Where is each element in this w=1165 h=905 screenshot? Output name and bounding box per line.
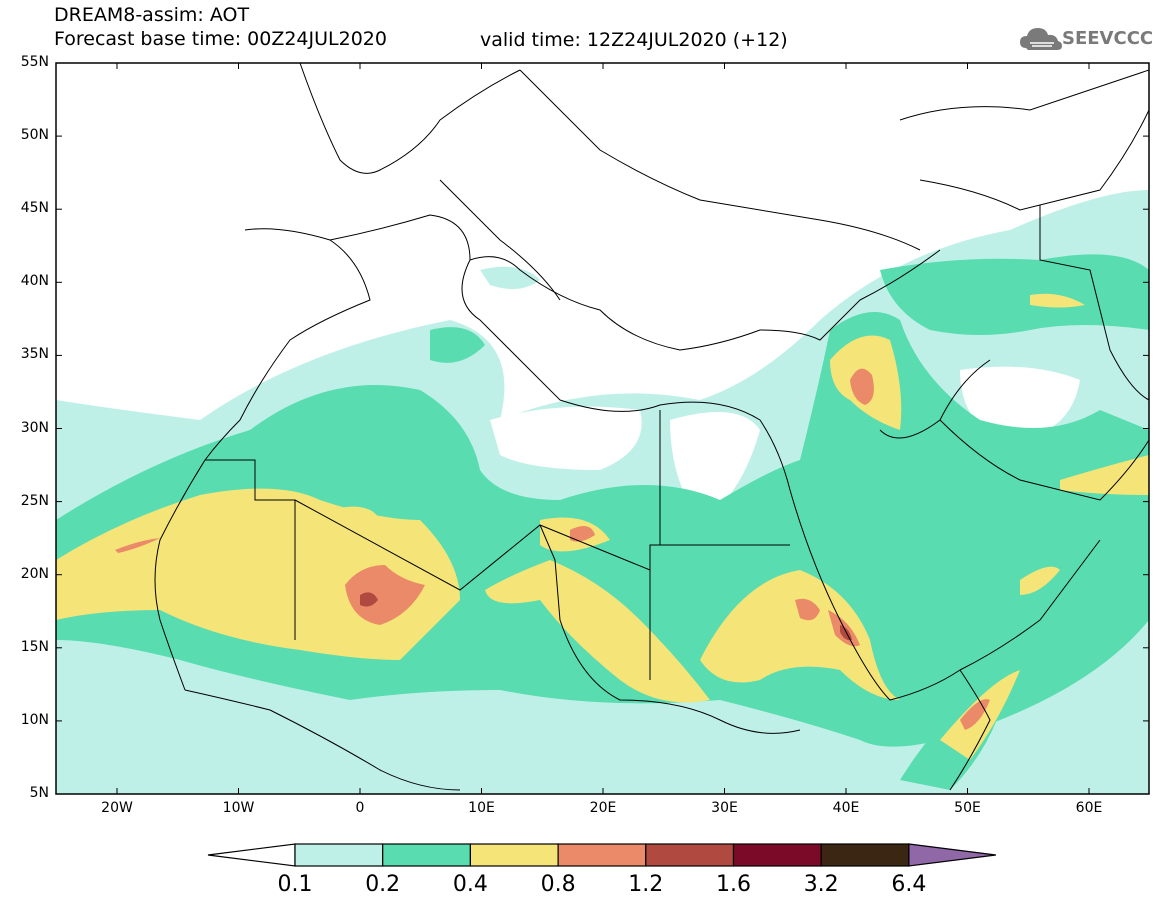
colorbar-swatch	[820, 843, 910, 867]
lon-label: 30E	[711, 800, 738, 816]
lat-label: 15N	[20, 638, 49, 655]
lon-label: 0	[355, 800, 365, 816]
lat-label: 40N	[20, 273, 49, 290]
colorbar-label: 0.4	[452, 872, 488, 897]
lon-label: 10W	[222, 800, 255, 816]
country-borders	[154, 63, 1149, 791]
colorbar-swatch	[469, 843, 559, 867]
colorbar	[207, 843, 996, 867]
lon-label: 60E	[1075, 800, 1103, 816]
lon-label: 10E	[468, 800, 495, 816]
colorbar-label: 0.8	[540, 872, 576, 897]
colorbar-swatch	[382, 843, 472, 867]
lat-label: 45N	[20, 200, 49, 217]
logo-text: SEEVCCC	[1062, 28, 1154, 49]
lat-label: 50N	[20, 127, 49, 144]
colorbar-label: 3.2	[803, 872, 839, 897]
colorbar-swatch	[294, 843, 384, 867]
lon-label: 40E	[832, 800, 860, 816]
colorbar-swatch	[645, 843, 735, 867]
colorbar-label: 0.2	[365, 872, 401, 897]
forecast-base-time: Forecast base time: 00Z24JUL2020	[54, 28, 387, 50]
lat-label: 20N	[20, 565, 49, 582]
colorbar-label: 0.1	[277, 872, 313, 897]
colorbar-swatch	[557, 843, 647, 867]
map-title: DREAM8-assim: AOT	[54, 4, 250, 26]
lon-label: 50E	[954, 800, 981, 816]
lat-label: 25N	[20, 492, 49, 509]
colorbar-high-arrow	[908, 843, 996, 867]
colorbar-label: 1.2	[628, 872, 664, 897]
colorbar-swatch	[732, 843, 822, 867]
lat-label: 35N	[20, 346, 49, 363]
aot-band-0-8	[115, 368, 990, 730]
lon-label: 20W	[101, 800, 133, 816]
valid-time: valid time: 12Z24JUL2020 (+12)	[480, 29, 788, 51]
lat-label: 10N	[20, 711, 49, 728]
lat-label: 5N	[29, 785, 49, 801]
lon-label: 20E	[589, 800, 617, 816]
axis-ticks	[56, 62, 1149, 795]
cloud-logo-icon	[1020, 28, 1062, 50]
lat-label: 55N	[20, 54, 49, 70]
seevccc-logo	[1018, 22, 1158, 56]
colorbar-label: 6.4	[891, 872, 927, 897]
lat-label: 30N	[20, 419, 49, 436]
colorbar-label: 1.6	[716, 872, 751, 897]
colorbar-low-arrow	[207, 843, 296, 867]
